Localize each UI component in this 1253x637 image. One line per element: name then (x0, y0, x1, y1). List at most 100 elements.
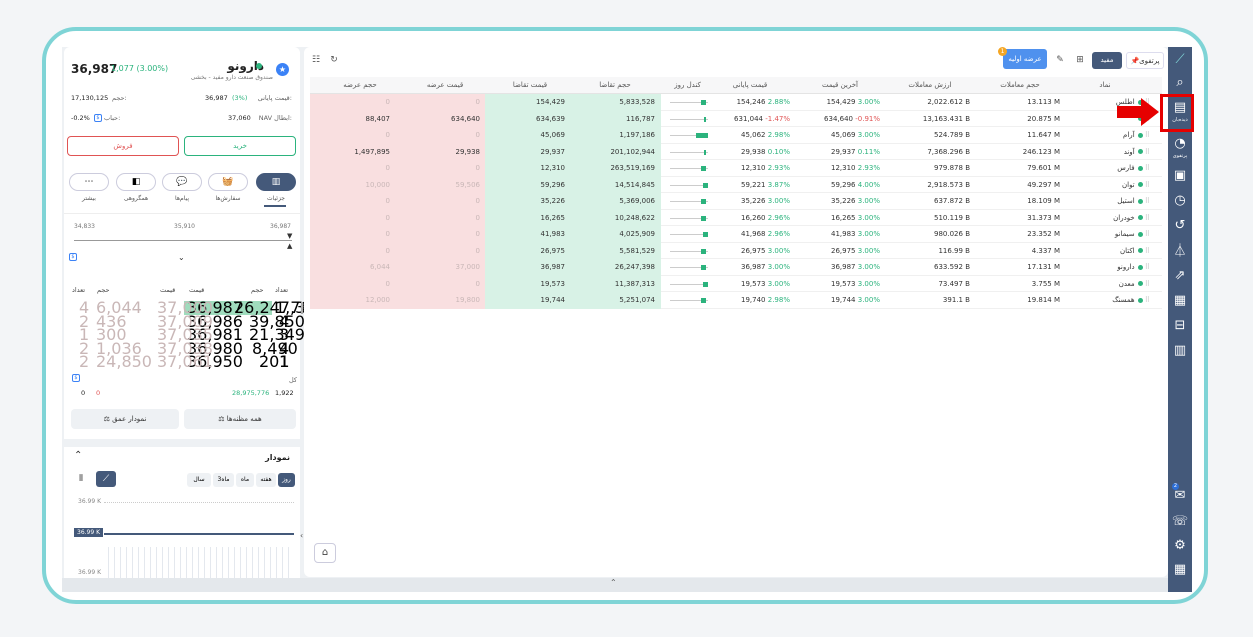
tab-more[interactable]: ⋯ (69, 173, 109, 191)
tab-details[interactable]: ▥ (256, 173, 296, 191)
filter-icon[interactable]: ⏃ (1173, 244, 1187, 259)
watchlist-icon[interactable]: ▤ (1173, 100, 1187, 115)
candle-chart-toggle-icon[interactable]: ⫴ (79, 474, 83, 484)
apps-icon[interactable]: ▦ (1173, 562, 1187, 577)
info-icon[interactable]: $ (94, 114, 102, 122)
tab-orders[interactable]: 🧺 (208, 173, 248, 191)
symbol-cell[interactable]: اطلس ⠿ (1070, 94, 1150, 111)
table-row[interactable]: اطلس ⠿ 13.113 M 2,022.612 B 154,429 3.00% 15… (310, 94, 1162, 111)
logo-icon[interactable]: ⟋ (1175, 52, 1185, 67)
drag-handle-icon[interactable]: ⠿ (1142, 263, 1150, 271)
all-board-button[interactable]: ⚖ همه مظنه‌ها (184, 409, 296, 429)
chart-collapse-icon[interactable]: ⌃ (74, 450, 83, 461)
drag-handle-icon[interactable]: ⠿ (1142, 213, 1150, 222)
drag-handle-icon[interactable]: ⠿ (1142, 180, 1150, 189)
table-row[interactable]: استیل ⠿ 18.109 M 637.872 B 35,226 3.00% 35,2… (310, 193, 1162, 210)
col-value[interactable]: ارزش معاملات (908, 81, 952, 89)
table-row[interactable]: آرام ⠿ 11.647 M 524.789 B 45,069 3.00% 45,06… (310, 127, 1162, 144)
drag-handle-icon[interactable]: ⠿ (1142, 230, 1150, 238)
ipo-icon[interactable]: ▣ (1173, 168, 1187, 183)
period-week[interactable]: هفته (256, 473, 276, 487)
col-last-price[interactable]: آخرین قیمت (821, 81, 858, 89)
edit-icon[interactable]: ✎ (1056, 55, 1064, 65)
range-info-icon[interactable]: $ (69, 253, 77, 261)
symbol-cell[interactable]: اکتان ⠿ (1070, 243, 1150, 260)
symbol-cell[interactable]: سیمانو ⠿ (1070, 226, 1150, 243)
period-day[interactable]: روز (278, 473, 295, 487)
tab-messages[interactable]: 💬 (162, 173, 202, 191)
settings-icon[interactable]: ⚙ (1174, 538, 1186, 553)
chat-icon[interactable]: ✉ (1174, 488, 1186, 503)
supply-price-cell: 0 (475, 197, 480, 205)
expand-bottom-icon[interactable]: ⌃ (610, 578, 617, 587)
symbol-cell[interactable]: آوند ⠿ (1070, 144, 1150, 161)
ob-row[interactable]: 4 39,850 36,986 37,009 436 2 (64, 313, 305, 328)
ob-row[interactable]: 3 21,349 36,981 37,035 300 1 (64, 327, 305, 342)
symbol-cell[interactable]: استیل ⠿ (1070, 193, 1150, 210)
add-watchlist-icon[interactable]: ⊞ (1076, 55, 1084, 65)
market-map-icon[interactable]: ▦ (1173, 293, 1187, 308)
symbol-cell[interactable]: آرام ⠿ (1070, 127, 1150, 144)
period-month[interactable]: ماه (236, 473, 254, 487)
tab-group[interactable]: ◧ (116, 173, 156, 191)
columns-icon[interactable]: ☷ (311, 55, 321, 65)
calculator-icon[interactable]: ⊟ (1174, 318, 1186, 333)
drag-handle-icon[interactable]: ⠿ (1142, 197, 1150, 205)
drag-handle-icon[interactable]: ⠿ (1142, 279, 1150, 288)
col-final-price[interactable]: قیمت پایانی (732, 81, 768, 89)
table-row[interactable]: سیمانو ⠿ 23.352 M 980.026 B 41,983 3.00% 41,… (310, 226, 1162, 243)
period-year[interactable]: سال (187, 473, 211, 487)
symbol-cell[interactable]: خودران ⠿ (1070, 210, 1150, 227)
history-icon[interactable]: ↺ (1174, 218, 1186, 233)
symbol-cell[interactable]: همسنگ ⠿ (1070, 292, 1150, 309)
refresh-icon[interactable]: ↻ (330, 55, 338, 65)
table-row[interactable]: خودران ⠿ 31.373 M 510.119 B 16,265 3.00% 16,… (310, 209, 1162, 227)
col-demand-price[interactable]: قیمت تقاضا (512, 81, 548, 89)
ob-row[interactable]: 4 8,490 36,980 37,038 1,036 2 (64, 340, 300, 355)
col-supply-volume[interactable]: حجم عرضه (343, 81, 377, 89)
col-demand-volume[interactable]: حجم تقاضا (599, 81, 631, 89)
depth-chart-button[interactable]: ⚖ نمودار عمق (71, 409, 179, 429)
collapse-left-icon[interactable]: ‹ (300, 531, 304, 540)
ob-info-icon[interactable]: $ (72, 374, 80, 382)
col-supply-price[interactable]: قیمت عرضه (426, 81, 464, 89)
buy-button[interactable]: خرید (184, 136, 296, 156)
collapse-chevron-icon[interactable]: ⌄ (178, 253, 185, 262)
symbol-cell[interactable]: فارس ⠿ (1070, 160, 1150, 177)
table-row[interactable]: آوند ⠿ 246.123 M 7,368.296 B 29,937 0.11% 29… (310, 143, 1162, 161)
table-row[interactable]: دارونو ⠿ 17.131 M 633.592 B 36,987 3.00% 36,… (310, 259, 1162, 276)
table-row[interactable]: اکتان ⠿ 4.337 M 116.99 B 26,975 3.00% 26,975… (310, 242, 1162, 260)
col-candle[interactable]: کندل روز (674, 81, 701, 89)
ipo-button[interactable]: عرضه اولیه (1003, 49, 1047, 69)
ob-row[interactable]: 1 201 36,950 37,061 24,850 2 (64, 354, 300, 369)
orders-icon[interactable]: ◷ (1174, 193, 1186, 208)
panel-splitter[interactable] (301, 302, 303, 314)
col-symbol[interactable]: نماد (1099, 81, 1111, 89)
drag-handle-icon[interactable]: ⠿ (1142, 246, 1150, 255)
table-row[interactable]: همسنگ ⠿ 19.814 M 391.1 B 19,744 3.00% 19,740… (310, 292, 1162, 309)
support-icon[interactable]: ☏ (1171, 514, 1189, 529)
drag-handle-icon[interactable]: ⠿ (1142, 164, 1150, 172)
portfolio-icon[interactable]: ◔ (1174, 136, 1186, 151)
tag-chip[interactable]: مفید (1092, 52, 1122, 69)
table-row[interactable]: معدن ⠿ 3.755 M 73.497 B 19,573 3.00% 19,573 … (310, 275, 1162, 293)
table-row[interactable]: فارس ⠿ 79.601 M 979.878 B 12,310 2.93% 12,31… (310, 160, 1162, 177)
sell-button[interactable]: فروش (67, 136, 179, 156)
drag-handle-icon[interactable]: ⠿ (1142, 147, 1150, 156)
watchlist-selector[interactable]: 📌پرتفوی (1126, 52, 1164, 69)
drag-handle-icon[interactable]: ⠿ (1142, 98, 1150, 106)
drag-handle-icon[interactable]: ⠿ (1142, 131, 1150, 139)
symbol-cell[interactable]: توان ⠿ (1070, 177, 1150, 194)
period-3month[interactable]: 3ماه (213, 473, 234, 487)
search-icon[interactable]: ⌕ (1176, 75, 1184, 90)
analysis-icon[interactable]: ⇗ (1174, 268, 1186, 283)
drag-handle-icon[interactable]: ⠿ (1142, 296, 1150, 304)
table-row[interactable]: توان ⠿ 49.297 M 2,918.573 B 59,296 4.00% 59,… (310, 176, 1162, 194)
symbol-cell[interactable]: معدن ⠿ (1070, 276, 1150, 293)
add-symbol-button[interactable]: ⌂ (314, 543, 336, 563)
line-chart-toggle-icon[interactable]: ⟋ (96, 471, 116, 487)
reports-icon[interactable]: ▥ (1173, 343, 1187, 358)
symbol-cell[interactable]: دارونو ⠿ (1070, 259, 1150, 276)
col-volume[interactable]: حجم معاملات (1000, 81, 1040, 89)
